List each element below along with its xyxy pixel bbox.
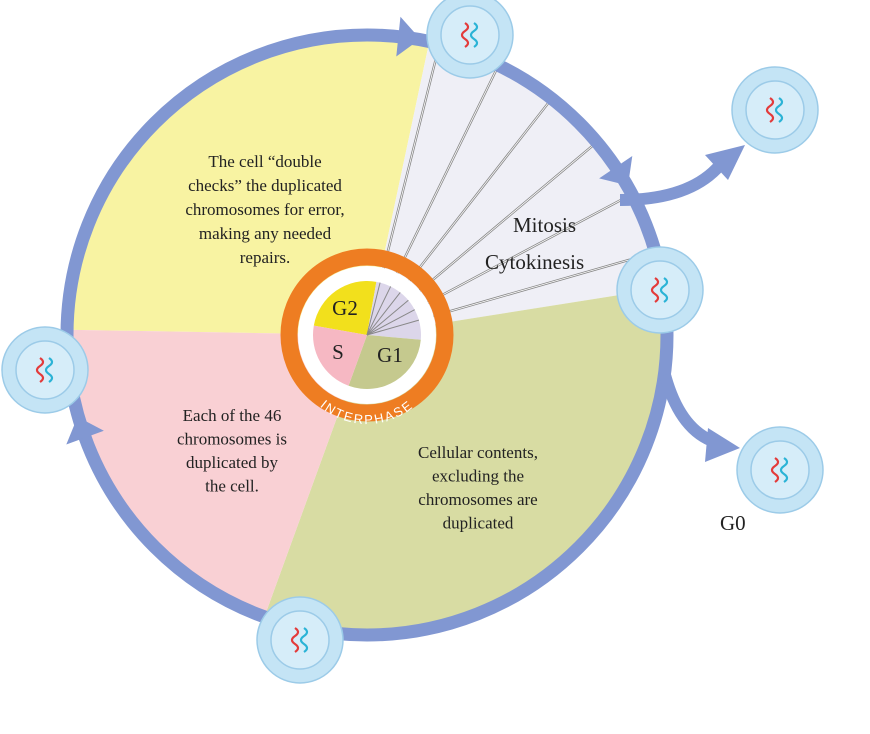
- g1-description: chromosomes are: [418, 490, 537, 509]
- branch-arrow: [659, 373, 718, 448]
- s-description: the cell.: [205, 477, 259, 496]
- hub-line: [366, 309, 415, 336]
- mitosis-label: Mitosis: [513, 213, 576, 237]
- chromosome: [290, 627, 300, 653]
- g0-label: G0: [720, 511, 746, 535]
- chromosome: [35, 357, 45, 383]
- g2-description: making any needed: [199, 224, 332, 243]
- s-description: duplicated by: [186, 453, 279, 472]
- g1-description: duplicated: [443, 514, 514, 533]
- g1-description: excluding the: [432, 467, 524, 486]
- branch-arrow: [619, 160, 725, 206]
- chromosome: [779, 457, 789, 483]
- s-sector: [66, 329, 367, 617]
- hub-line: [366, 299, 409, 336]
- hub-line: [366, 292, 401, 336]
- chromosome: [44, 357, 54, 383]
- s-description: Each of the 46: [183, 406, 282, 425]
- hub-g2: [313, 281, 377, 335]
- hub-line: [366, 286, 392, 336]
- hub-g1: [348, 335, 421, 389]
- chromosome: [299, 627, 309, 653]
- hub-line: [366, 319, 420, 336]
- chromosome: [469, 22, 479, 48]
- mitosis-sector: [367, 41, 664, 335]
- s-description: chromosomes is: [177, 430, 287, 449]
- g2-description: The cell “double: [208, 152, 321, 171]
- g2-description: checks” the duplicated: [188, 176, 342, 195]
- hub-line: [366, 282, 381, 336]
- g2-label: G2: [332, 296, 358, 320]
- hub-m: [367, 281, 421, 340]
- chromosome: [460, 22, 470, 48]
- arrow-head: [396, 16, 421, 57]
- chromosome: [770, 457, 780, 483]
- s-label: S: [332, 340, 344, 364]
- g1-label: G1: [377, 343, 403, 367]
- arrow-head: [66, 416, 104, 445]
- chromosome: [774, 97, 784, 123]
- arrow-head: [705, 145, 745, 180]
- g2-description: chromosomes for error,: [185, 200, 344, 219]
- chromosome: [650, 277, 660, 303]
- g2-description: repairs.: [240, 248, 291, 267]
- g1-description: Cellular contents,: [418, 443, 538, 462]
- hub-s: [313, 325, 367, 386]
- arrow-head: [599, 156, 633, 186]
- chromosome: [659, 277, 669, 303]
- interphase-ring: [280, 248, 454, 422]
- chromosome: [765, 97, 775, 123]
- cytokinesis-label: Cytokinesis: [485, 250, 584, 274]
- arrow-head: [705, 428, 740, 462]
